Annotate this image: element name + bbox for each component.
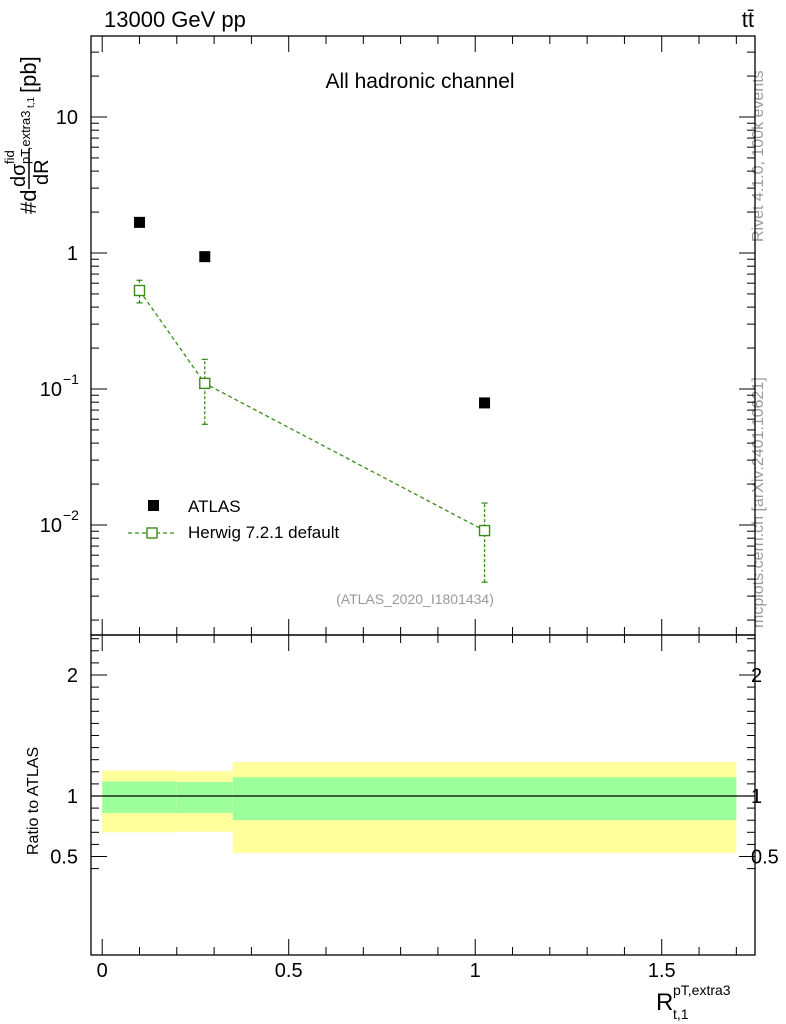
channel-label: All hadronic channel: [325, 70, 514, 93]
main-panel: 10 1 10 −1 10 −2 #d dσ fid pT,extra3 t,1…: [2, 35, 756, 636]
x-title-sup: pT,extra3: [673, 982, 731, 998]
ratio-y-tick-label-left: 0.5: [50, 847, 78, 869]
ratio-band-inner: [176, 782, 233, 813]
ratio-y-tick-label-left: 2: [67, 665, 78, 687]
y-title-numerator-sub: pT,extra3: [18, 111, 33, 164]
ratio-y-tick-label-right: 0.5: [751, 847, 779, 869]
atlas-point: [199, 251, 211, 263]
ratio-band-inner: [232, 777, 737, 821]
mcplots-label: mcplots.cern.ch [arXiv:2401.10621]: [750, 377, 767, 628]
main-frame: [90, 35, 756, 636]
ratio-tick-labels: 0.5 0.5 1 1 2 2 0 0.5 1 1.5: [50, 665, 779, 982]
y-tick-label-1: 1: [67, 243, 78, 265]
legend-herwig-label: Herwig 7.2.1 default: [188, 523, 339, 542]
x-tick-label: 1: [470, 960, 481, 982]
analysis-id: (ATLAS_2020_I1801434): [336, 591, 494, 607]
x-tick-label: 1.5: [648, 960, 676, 982]
data-series: [133, 216, 491, 409]
legend-atlas-marker: [148, 500, 159, 511]
ratio-y-tick-label-right: 1: [751, 786, 762, 808]
main-axis-ticks: [91, 36, 755, 635]
y-title-numerator-sub2: t,1: [26, 96, 37, 108]
ratio-y-axis-title: Ratio to ATLAS: [25, 747, 42, 855]
ratio-band-inner: [102, 781, 177, 813]
energy-label: 13000 GeV pp: [104, 7, 246, 32]
y-title-numerator: dσ: [8, 163, 30, 187]
y-title-numerator-sup: fid: [2, 150, 17, 164]
atlas-point: [133, 216, 145, 228]
ratio-y-tick-label-left: 1: [67, 786, 78, 808]
legend: ATLAS Herwig 7.2.1 default: [128, 497, 339, 542]
y-tick-label-0.1: 10: [40, 379, 62, 401]
ratio-bands: [102, 762, 737, 853]
process-label: tt̄: [742, 7, 754, 32]
main-y-axis-title: #d dσ fid pT,extra3 t,1 dR [pb]: [2, 56, 53, 214]
y-tick-exp-0.01: −2: [63, 507, 79, 523]
herwig-point: [478, 524, 491, 537]
main-y-tick-labels: 10 1 10 −1 10 −2: [40, 107, 79, 537]
legend-atlas-label: ATLAS: [188, 497, 241, 516]
y-title-prefix: #d: [16, 190, 41, 214]
y-tick-exp-0.1: −1: [63, 371, 79, 387]
x-tick-label: 0: [97, 960, 108, 982]
y-tick-label-10: 10: [56, 107, 78, 129]
y-title-unit: [pb]: [16, 56, 41, 93]
x-axis-title: R t,1 pT,extra3: [656, 982, 731, 1022]
herwig-point: [199, 377, 211, 390]
y-tick-label-0.01: 10: [40, 515, 62, 537]
x-tick-label: 0.5: [275, 960, 303, 982]
ratio-panel: 0.5 0.5 1 1 2 2 0 0.5 1 1.5 Ratio to ATLAS R t,1 …: [25, 634, 779, 1022]
mc-series: [133, 279, 491, 583]
herwig-line: [138, 290, 485, 532]
y-title-denominator: dR: [31, 159, 53, 185]
ratio-axis-ticks: [91, 635, 755, 955]
ratio-y-tick-label-right: 2: [751, 665, 762, 687]
x-title-sub: t,1: [673, 1006, 689, 1022]
herwig-point: [133, 284, 146, 297]
legend-herwig-marker: [146, 527, 158, 539]
rivet-version-label: Rivet 4.1.0, 100k events: [750, 70, 767, 242]
atlas-point: [479, 397, 491, 409]
ratio-frame: [90, 634, 756, 956]
x-title-base: R: [656, 989, 673, 1016]
